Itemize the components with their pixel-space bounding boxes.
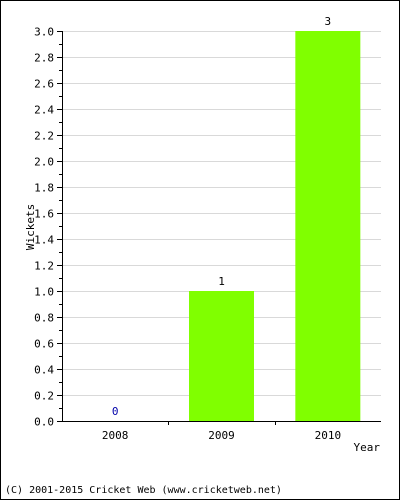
copyright-footer: (C) 2001-2015 Cricket Web (www.cricketwe… (5, 485, 282, 496)
x-tick-label: 2008 (102, 429, 129, 442)
data-labels: 0 1 3 (112, 15, 331, 418)
y-tick-label: 0.0 (34, 416, 54, 429)
y-tick-label: 0.6 (34, 338, 54, 351)
bar-2010 (295, 31, 361, 421)
y-tick-label: 1.6 (34, 208, 54, 221)
bar-chart: 0.0 0.2 0.4 0.6 0.8 1.0 1.2 1.4 1.6 1.8 2.0 2.2 2.4 2… (24, 15, 381, 454)
y-tick-label: 0.8 (34, 312, 54, 325)
data-label-2008: 0 (112, 405, 119, 418)
y-tick-label: 1.2 (34, 260, 54, 273)
data-label-2010: 3 (325, 15, 332, 28)
y-tick-label: 1.4 (34, 234, 54, 247)
x-tick-label: 2009 (208, 429, 235, 442)
x-tick-label: 2010 (315, 429, 342, 442)
x-tick-labels: 2008 2009 2010 (102, 429, 341, 442)
y-tick-label: 3.0 (34, 26, 54, 39)
y-tick-label: 1.0 (34, 286, 54, 299)
bars (189, 31, 361, 421)
axes (57, 31, 381, 425)
y-tick-label: 2.6 (34, 78, 54, 91)
x-axis-title: Year (354, 441, 381, 454)
y-tick-labels: 0.0 0.2 0.4 0.6 0.8 1.0 1.2 1.4 1.6 1.8 2.0 2.2 2.4 2… (34, 26, 54, 429)
y-tick-label: 0.2 (34, 390, 54, 403)
y-tick-label: 2.2 (34, 130, 54, 143)
y-tick-label: 2.0 (34, 156, 54, 169)
y-tick-label: 1.8 (34, 182, 54, 195)
y-tick-label: 2.4 (34, 104, 54, 117)
y-axis-title: Wickets (24, 204, 37, 250)
y-tick-label: 2.8 (34, 52, 54, 65)
bar-2009 (189, 291, 254, 421)
data-label-2009: 1 (218, 275, 225, 288)
y-tick-label: 0.4 (34, 364, 54, 377)
